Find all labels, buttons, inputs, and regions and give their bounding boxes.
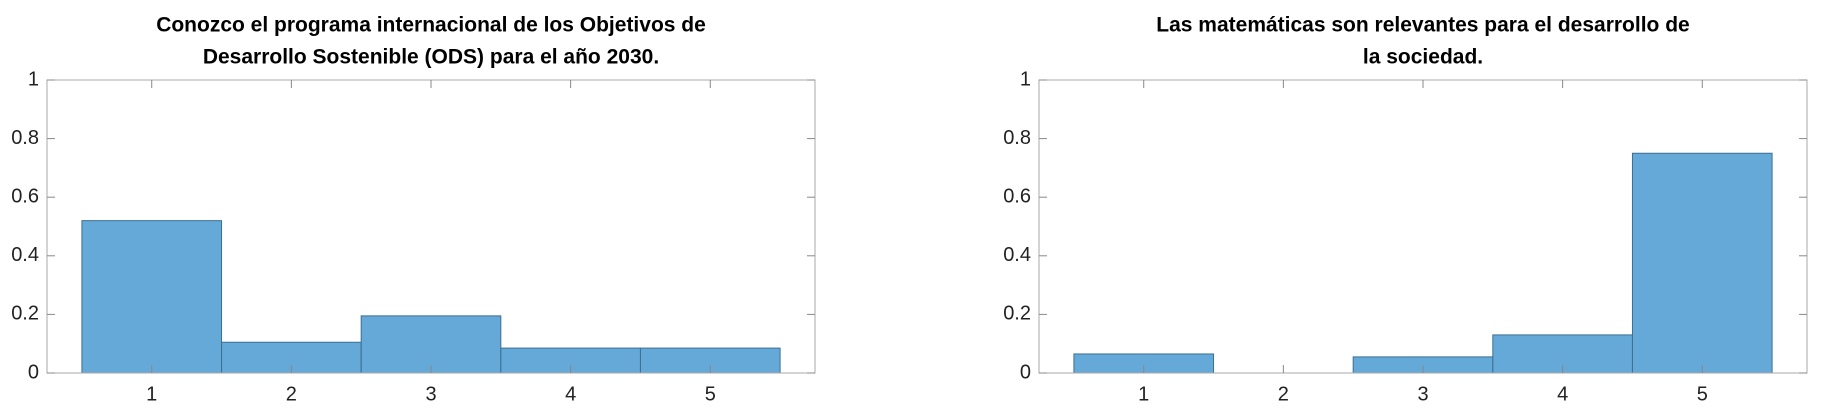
y-tick-label: 0.4 [1003,244,1031,266]
bar [81,220,223,374]
bar [360,315,502,374]
x-tick-label: 2 [286,383,297,405]
x-tick-label: 1 [1138,383,1149,405]
chart-title: la sociedad. [1363,46,1483,69]
y-tick-label: 0.2 [1003,303,1031,325]
x-tick-label: 5 [1697,383,1708,405]
x-tick-label: 5 [705,383,716,405]
x-tick-label: 4 [1557,383,1568,405]
y-tick-label: 0.8 [1003,127,1031,149]
y-tick-label: 0 [28,361,39,383]
y-tick-label: 0.6 [1003,185,1031,207]
x-tick-label: 3 [1417,383,1428,405]
chart-title: Conozco el programa internacional de los… [156,14,706,37]
y-tick-label: 0.2 [11,303,39,325]
x-tick-label: 3 [425,383,436,405]
y-tick-label: 0.6 [11,185,39,207]
y-tick-label: 0.4 [11,244,39,266]
y-tick-label: 0 [1020,361,1031,383]
y-tick-label: 1 [1020,68,1031,90]
chart-title: Desarrollo Sostenible (ODS) para el año … [203,46,659,69]
chart-title: Las matemáticas son relevantes para el d… [1156,14,1689,37]
y-tick-label: 1 [28,68,39,90]
bar [1631,152,1773,374]
y-tick-label: 0.8 [11,127,39,149]
x-tick-label: 4 [565,383,576,405]
x-tick-label: 1 [146,383,157,405]
x-tick-label: 2 [1278,383,1289,405]
